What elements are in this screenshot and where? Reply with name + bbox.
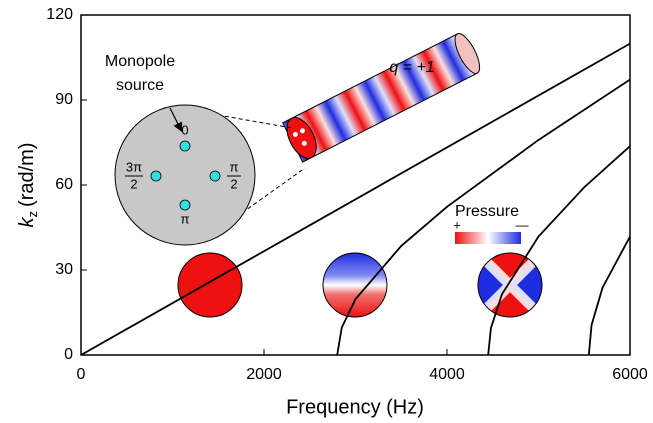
dipole-mode [322,252,388,318]
annotation: π [230,159,239,174]
x-tick-label: 0 [77,366,86,383]
annotation: q = +1 [389,59,434,76]
annotation: 0 [181,122,188,137]
plot-area: 0 2000 4000 6000 0 30 60 90 120 [46,6,648,383]
monopole-mode [177,252,243,318]
quadrupole-outline [477,252,543,318]
annotation: π [181,211,190,226]
annotation: 3π [126,159,142,174]
quadrupole-mode [478,253,542,317]
frame [80,14,631,356]
source-dot [179,199,191,211]
annotation: 2 [130,176,137,191]
x-tick-label: 2000 [246,366,282,383]
source-dot [179,140,191,152]
y-axis-subscript: z [25,211,40,218]
curve [81,42,630,355]
y-axis-label: kz (rad/m) [16,143,40,228]
annotation: Monopole [105,53,175,70]
annotation: + [453,217,461,232]
source-dot [150,170,162,182]
y-tick-label: 30 [55,261,73,278]
x-axis-label: Frequency (Hz) [286,396,424,418]
colorbar [455,232,521,244]
source-disk [114,104,256,246]
zoom-line [217,114,293,129]
x-tick-label: 4000 [429,366,465,383]
y-tick-label: 120 [46,6,73,23]
arrow [169,107,183,133]
cylinder [282,33,481,163]
y-tick-label: 60 [55,176,73,193]
curve [487,145,630,355]
annotation: source [116,77,164,94]
annotation: 2 [230,176,237,191]
insets: Monopole source q = +1 Pressure + — 0 π … [105,33,543,318]
y-axis-unit: (rad/m) [16,143,38,207]
curve [587,236,630,355]
y-tick-label: 0 [64,346,73,363]
curve [336,78,630,355]
y-tick-label: 90 [55,91,73,108]
y-axis-symbol: k [16,216,38,227]
annotation: Pressure [455,203,519,220]
x-tick-label: 6000 [612,366,648,383]
source-dot [209,170,221,182]
annotation: — [516,217,529,232]
